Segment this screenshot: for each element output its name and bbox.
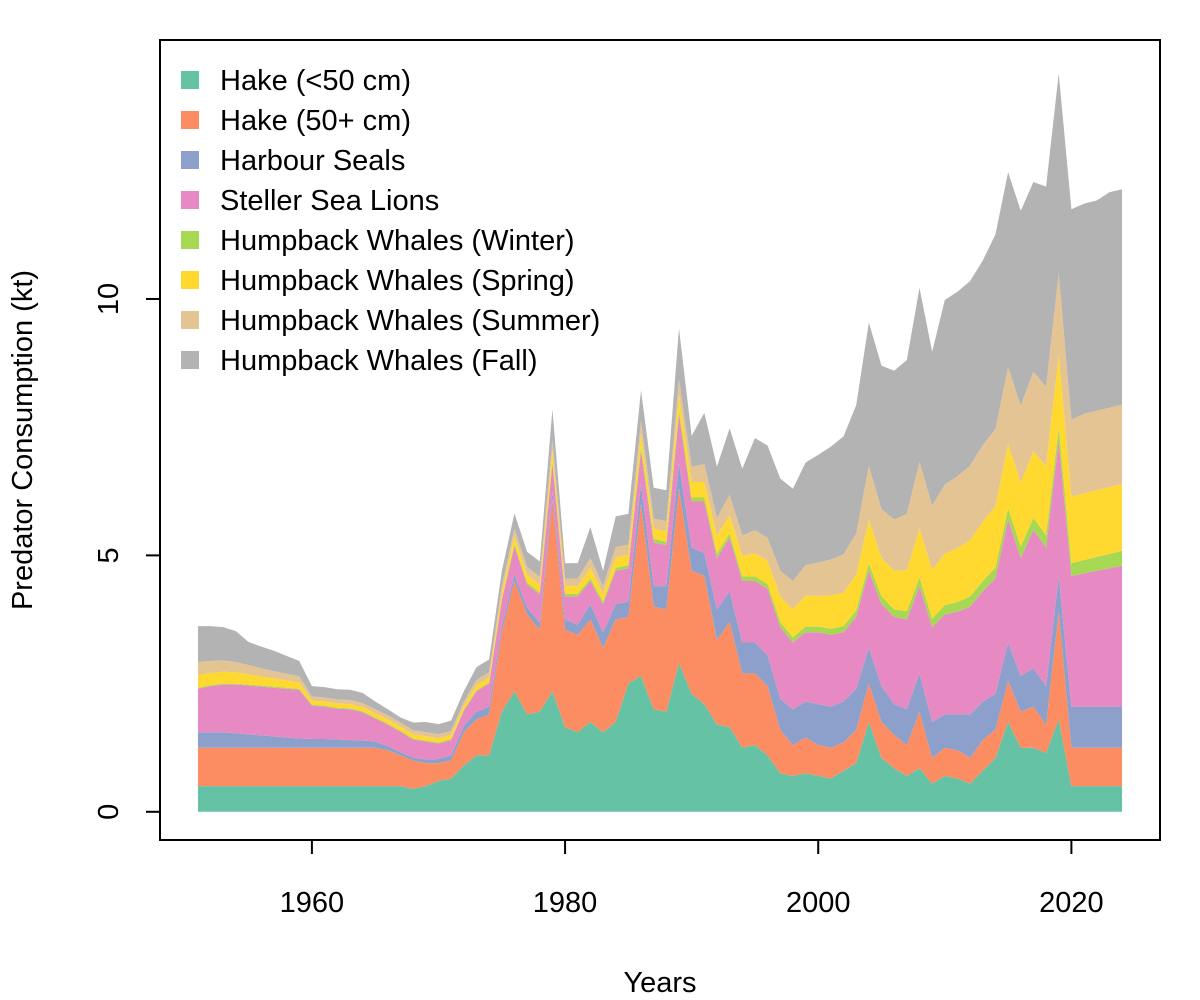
x-tick-label: 1980 [533, 887, 598, 919]
legend-item: Hake (50+ cm) [181, 105, 411, 137]
legend-item: Steller Sea Lions [181, 185, 439, 217]
stacked-areas [197, 73, 1123, 812]
y-tick-label: 5 [93, 547, 125, 563]
legend-item: Humpback Whales (Summer) [181, 305, 600, 337]
legend-swatch [181, 151, 199, 169]
x-tick-label: 2020 [1039, 887, 1104, 919]
legend-label: Humpback Whales (Fall) [220, 345, 537, 377]
legend-label: Steller Sea Lions [220, 185, 439, 217]
legend-swatch [181, 351, 199, 369]
legend-label: Hake (<50 cm) [220, 65, 411, 97]
x-tick-label: 2000 [786, 887, 851, 919]
x-axis: 1960 1980 2000 2020 [280, 839, 1104, 919]
legend-label: Humpback Whales (Spring) [220, 265, 575, 297]
legend-swatch [181, 271, 199, 289]
legend-swatch [181, 231, 199, 249]
area-humpback-whales-fall [197, 73, 1123, 735]
area-hake-50-cm [197, 488, 1123, 789]
legend-item: Humpback Whales (Spring) [181, 265, 575, 297]
legend-item: Harbour Seals [181, 145, 405, 177]
legend-label: Humpback Whales (Summer) [220, 305, 600, 337]
legend-label: Hake (50+ cm) [220, 105, 411, 137]
legend-swatch [181, 111, 199, 129]
area-hake-50-cm [197, 663, 1123, 812]
legend-item: Humpback Whales (Fall) [181, 345, 537, 377]
legend: Hake (<50 cm) Hake (50+ cm) Harbour Seals S… [181, 65, 600, 377]
legend-swatch [181, 71, 199, 89]
area-humpback-whales-summer [197, 273, 1123, 739]
area-steller-sea-lions [197, 414, 1123, 760]
legend-label: Humpback Whales (Winter) [220, 225, 575, 257]
y-tick-label: 10 [93, 283, 125, 315]
legend-swatch [181, 191, 199, 209]
y-axis-title: Predator Consumption (kt) [7, 270, 39, 610]
y-tick-label: 0 [93, 804, 125, 820]
legend-item: Humpback Whales (Winter) [181, 225, 575, 257]
y-axis: 0 5 10 [93, 283, 161, 820]
legend-item: Hake (<50 cm) [181, 65, 411, 97]
x-tick-label: 1960 [280, 887, 345, 919]
legend-label: Harbour Seals [220, 145, 405, 177]
legend-swatch [181, 311, 199, 329]
x-axis-title: Years [623, 967, 696, 999]
